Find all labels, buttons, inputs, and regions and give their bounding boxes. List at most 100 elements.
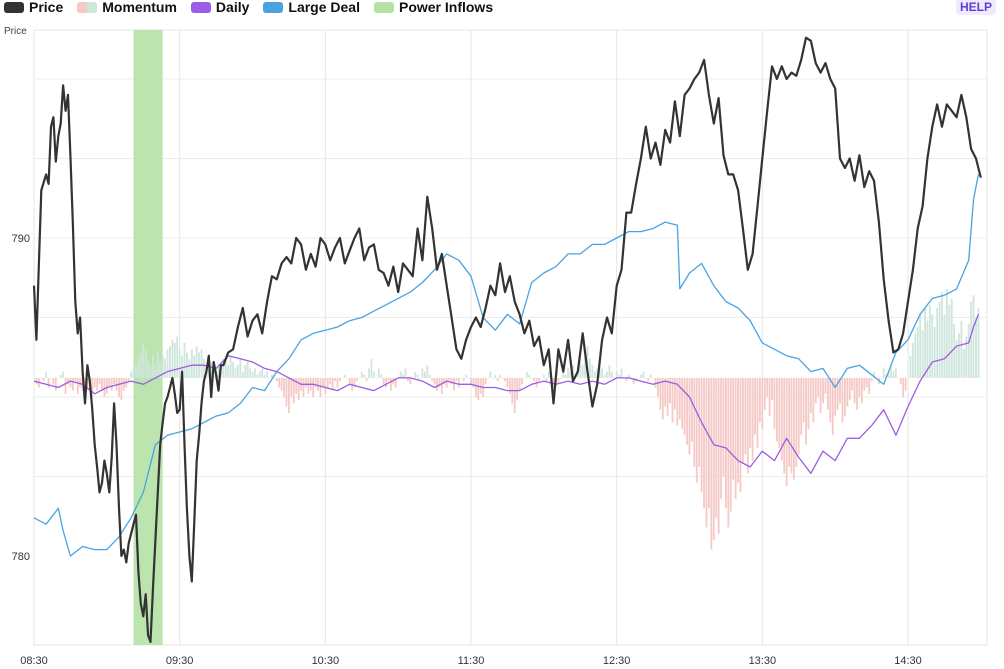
momentum-bar bbox=[926, 320, 929, 378]
momentum-bars bbox=[35, 288, 980, 550]
momentum-bar bbox=[307, 377, 310, 394]
series-line-daily bbox=[33, 314, 980, 474]
legend-swatch-large-deal bbox=[263, 1, 284, 13]
momentum-bar bbox=[831, 377, 834, 436]
momentum-bar bbox=[399, 371, 402, 378]
legend-item-daily[interactable]: Daily bbox=[190, 0, 249, 15]
momentum-bar bbox=[945, 288, 948, 378]
momentum-bar bbox=[894, 368, 897, 378]
momentum-bar bbox=[962, 349, 965, 378]
legend-item-price[interactable]: Price bbox=[4, 0, 63, 15]
momentum-bar bbox=[819, 377, 822, 413]
momentum-bar bbox=[904, 377, 907, 391]
momentum-bar bbox=[147, 358, 150, 378]
momentum-bar bbox=[47, 377, 50, 388]
momentum-bar bbox=[967, 323, 970, 378]
momentum-bar bbox=[805, 377, 807, 445]
momentum-bar bbox=[778, 377, 781, 448]
momentum-bar bbox=[792, 377, 795, 480]
momentum-bar bbox=[110, 377, 113, 391]
momentum-bar bbox=[887, 371, 890, 378]
momentum-bar bbox=[249, 368, 251, 378]
momentum-bar bbox=[132, 368, 135, 378]
momentum-bar bbox=[525, 371, 528, 378]
momentum-bar bbox=[377, 368, 380, 378]
momentum-bar bbox=[382, 377, 385, 385]
momentum-bar bbox=[504, 377, 506, 382]
momentum-bar bbox=[387, 377, 390, 382]
momentum-bar bbox=[654, 377, 657, 388]
momentum-bar bbox=[297, 377, 300, 401]
momentum-bar bbox=[557, 377, 560, 385]
momentum-bar bbox=[758, 377, 761, 423]
momentum-bar bbox=[428, 374, 431, 378]
momentum-bar bbox=[627, 374, 630, 378]
momentum-bar bbox=[494, 374, 497, 378]
momentum-bar bbox=[766, 377, 769, 397]
momentum-bar bbox=[746, 377, 749, 474]
momentum-bar bbox=[499, 374, 502, 378]
momentum-bar bbox=[528, 374, 531, 378]
momentum-bar bbox=[484, 377, 487, 385]
momentum-bar bbox=[919, 314, 922, 378]
momentum-bar bbox=[695, 377, 698, 483]
momentum-bar bbox=[727, 377, 730, 528]
momentum-bar bbox=[118, 377, 120, 397]
momentum-bar bbox=[62, 371, 65, 378]
momentum-bar bbox=[547, 371, 550, 378]
momentum-bar bbox=[729, 377, 732, 512]
momentum-bar bbox=[239, 358, 242, 378]
momentum-bar bbox=[421, 368, 424, 378]
momentum-bar bbox=[186, 352, 188, 378]
help-button[interactable]: HELP bbox=[955, 0, 996, 15]
momentum-bar bbox=[744, 377, 747, 455]
momentum-bar bbox=[826, 377, 829, 410]
momentum-bar bbox=[591, 365, 594, 378]
momentum-bar bbox=[438, 377, 441, 388]
momentum-bar bbox=[188, 358, 191, 378]
momentum-bar bbox=[559, 377, 562, 379]
momentum-bar bbox=[137, 358, 140, 378]
legend-item-momentum[interactable]: Momentum bbox=[77, 0, 177, 15]
momentum-bar bbox=[426, 365, 429, 378]
momentum-bar bbox=[474, 377, 477, 397]
momentum-bar bbox=[603, 374, 606, 378]
momentum-bar bbox=[725, 377, 727, 509]
momentum-bar bbox=[691, 377, 693, 442]
momentum-bar bbox=[610, 371, 613, 378]
momentum-bar bbox=[659, 377, 662, 410]
momentum-bar bbox=[423, 371, 426, 378]
x-tick-label: 11:30 bbox=[458, 655, 485, 667]
momentum-bar bbox=[924, 307, 926, 378]
chart-legend: Price Momentum Daily Large Deal Power In… bbox=[4, 0, 493, 15]
momentum-bar bbox=[812, 377, 815, 423]
momentum-bar bbox=[108, 377, 111, 388]
momentum-bar bbox=[965, 336, 968, 378]
momentum-bar bbox=[365, 377, 368, 382]
momentum-bar bbox=[159, 362, 162, 378]
momentum-bar bbox=[414, 371, 417, 378]
legend-item-power-inflows[interactable]: Power Inflows bbox=[373, 0, 493, 15]
momentum-bar bbox=[59, 374, 62, 378]
momentum-bar bbox=[71, 377, 74, 391]
momentum-bar bbox=[664, 377, 667, 407]
momentum-bar bbox=[977, 307, 980, 378]
momentum-bar bbox=[911, 342, 914, 378]
momentum-bar bbox=[948, 304, 951, 378]
momentum-bar bbox=[139, 352, 142, 378]
momentum-bar bbox=[829, 377, 832, 423]
momentum-bar bbox=[370, 358, 373, 378]
momentum-bar bbox=[564, 374, 567, 378]
momentum-bar bbox=[91, 377, 94, 397]
momentum-bar bbox=[722, 377, 725, 477]
momentum-bar bbox=[824, 377, 827, 394]
momentum-bar bbox=[326, 377, 329, 388]
momentum-bar bbox=[608, 365, 611, 378]
momentum-bar bbox=[642, 371, 645, 378]
momentum-bar bbox=[244, 365, 247, 378]
momentum-bar bbox=[156, 352, 159, 378]
momentum-bar bbox=[732, 377, 735, 480]
momentum-bar bbox=[521, 377, 523, 385]
momentum-bar bbox=[800, 377, 803, 436]
legend-item-large-deal[interactable]: Large Deal bbox=[263, 0, 360, 15]
